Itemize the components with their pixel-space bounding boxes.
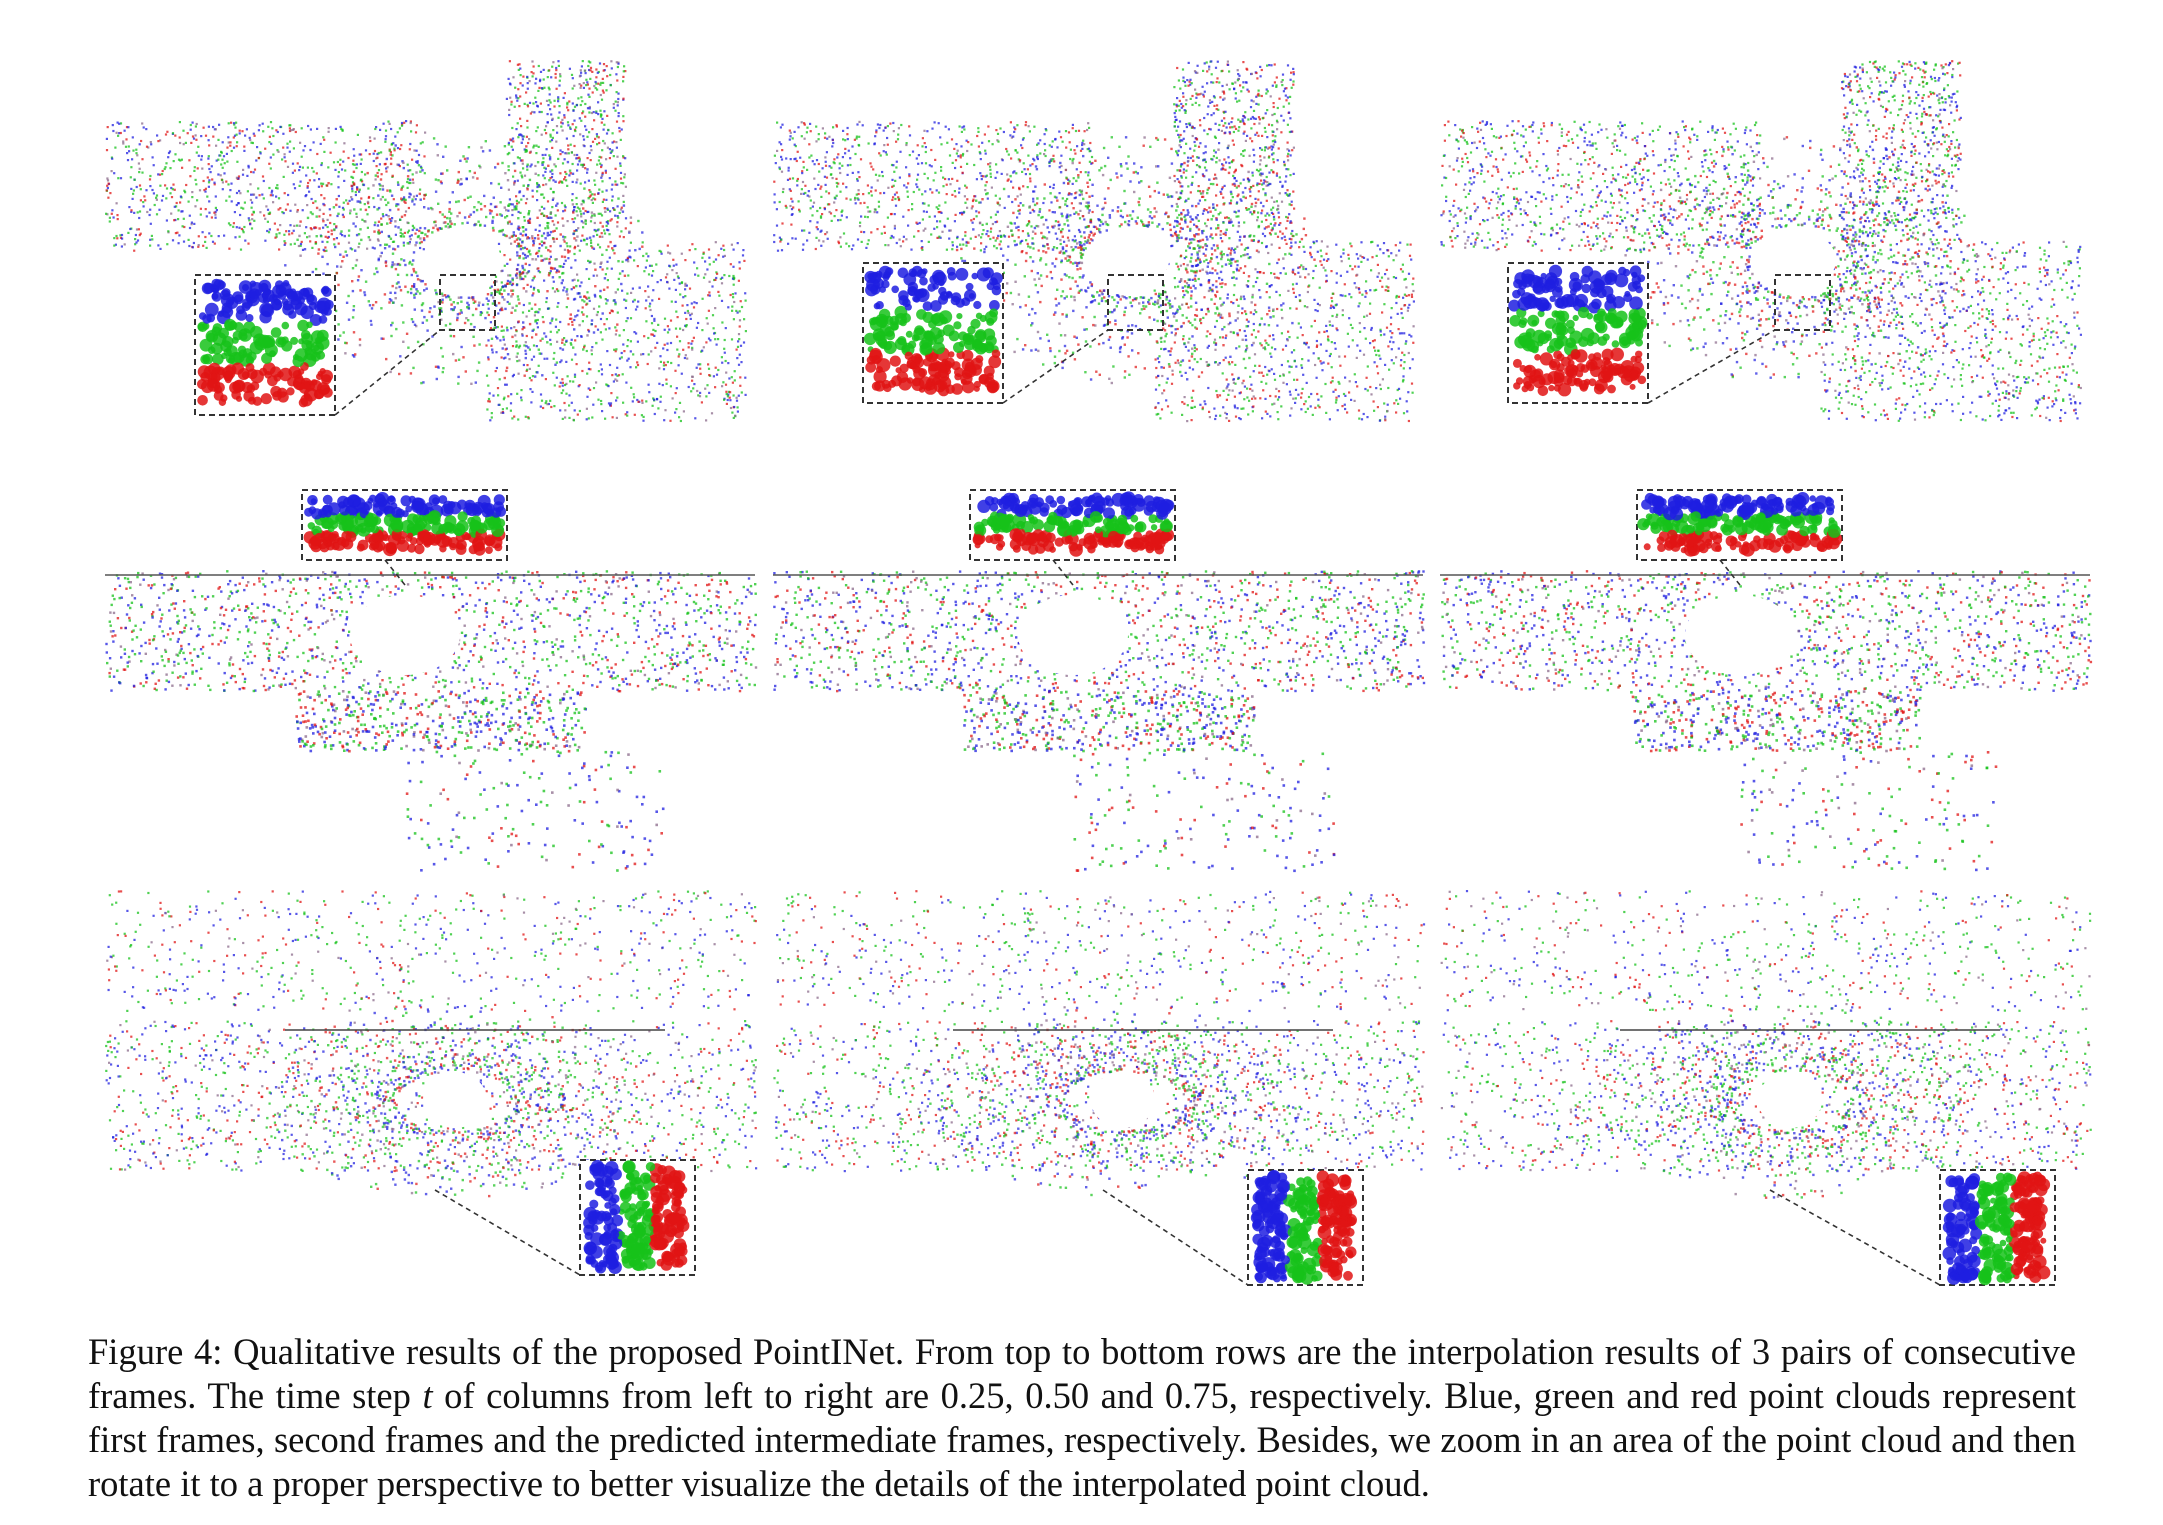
caption-text-part2: of columns from left to right are 0.25, … (88, 1375, 2076, 1504)
point-cloud-panel-r3-c1 (105, 890, 758, 1276)
figure-4-point-cloud-grid (105, 60, 2093, 1286)
point-cloud-panel-r1-c2 (773, 60, 1415, 423)
caption-label: Figure 4: (88, 1331, 222, 1372)
point-cloud-panel-r1-c1 (105, 60, 747, 423)
point-cloud-panel-r2-c2 (773, 489, 1426, 873)
caption-text-part1: Qualitative results of the proposed Poin… (88, 1331, 2076, 1416)
point-cloud-panel-r3-c3 (1440, 890, 2092, 1286)
point-cloud-panel-r2-c3 (1440, 489, 2093, 872)
point-cloud-panel-r2-c1 (105, 489, 758, 872)
point-cloud-panel-r3-c2 (773, 890, 1426, 1286)
point-cloud-panel-r1-c3 (1440, 60, 2082, 423)
figure-caption: Figure 4: Qualitative results of the pro… (88, 1330, 2076, 1506)
caption-t-symbol: t (422, 1375, 432, 1416)
